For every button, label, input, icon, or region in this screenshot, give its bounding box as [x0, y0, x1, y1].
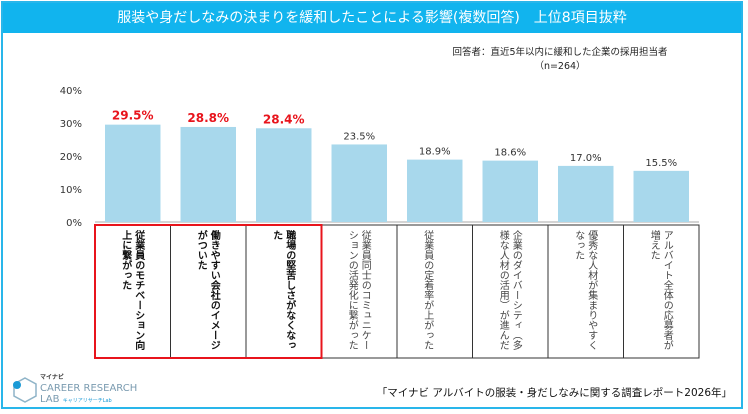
- category-label: 従業員の定着率が上がった: [421, 230, 433, 350]
- bar: [482, 160, 538, 222]
- chart-title: 服装や身だしなみの決まりを緩和したことによる影響(複数回答) 上位8項目抜粋: [3, 3, 741, 33]
- data-label: 28.8%: [187, 111, 229, 125]
- logo-top: マイナビ: [40, 374, 64, 381]
- logo-icon: [13, 377, 37, 403]
- y-tick-label: 20%: [60, 152, 82, 163]
- category-label: 働きやすい会社のイメージがついた: [195, 230, 220, 350]
- chart-frame: 服装や身だしなみの決まりを緩和したことによる影響(複数回答) 上位8項目抜粋: [1, 1, 743, 409]
- y-tick-label: 10%: [60, 185, 82, 196]
- y-tick-label: 30%: [60, 119, 82, 130]
- data-label: 17.0%: [570, 153, 602, 164]
- respondents-note: 回答者：直近5年以内に緩和した企業の採用担当者 （n=264）: [440, 46, 680, 74]
- y-tick-label: 40%: [60, 86, 82, 97]
- category-label: アルバイト全体の応募者が増えた: [648, 230, 673, 350]
- data-label: 18.9%: [419, 147, 451, 158]
- category-label: 従業員同士のコミュニケーションの活発化に繋がった: [346, 230, 371, 350]
- bar: [256, 128, 312, 222]
- logo-tag: キャリアリサーチLab: [62, 398, 112, 404]
- data-label: 15.5%: [645, 158, 677, 169]
- bar: [180, 126, 236, 222]
- category-label: 職場の堅苦しさがなくなった: [270, 230, 295, 350]
- source-note: 「マイナビ アルバイトの服装・身だしなみに関する調査レポート2026年」: [376, 387, 732, 399]
- logo: マイナビ CAREER RESEARCH LAB キャリアリサーチLab: [12, 372, 137, 407]
- data-label: 29.5%: [112, 109, 154, 123]
- data-label: 18.6%: [494, 148, 526, 159]
- category-label: 従業員のモチベーション向上に繋がった: [119, 230, 144, 350]
- bar: [105, 124, 161, 222]
- logo-sub: LAB: [40, 394, 60, 405]
- logo-main: CAREER RESEARCH: [40, 383, 138, 394]
- data-label: 28.4%: [263, 112, 305, 126]
- respondents-text: 回答者：直近5年以内に緩和した企業の採用担当者: [452, 47, 668, 58]
- bar: [558, 165, 614, 222]
- y-tick-label: 0%: [66, 218, 82, 229]
- category-cell: [396, 224, 473, 359]
- bar: [407, 159, 463, 222]
- highlight-box: [94, 224, 323, 359]
- data-label: 23.5%: [343, 131, 375, 142]
- bar: [633, 170, 689, 222]
- category-cell: [623, 224, 700, 359]
- bar: [331, 144, 387, 222]
- category-label: 企業のダイバーシティ（多様な人材の活用）が進んだ: [497, 230, 522, 350]
- category-label: 優秀な人材が集まりやすくなった: [572, 230, 597, 350]
- sample-size: （n=264）: [534, 61, 586, 72]
